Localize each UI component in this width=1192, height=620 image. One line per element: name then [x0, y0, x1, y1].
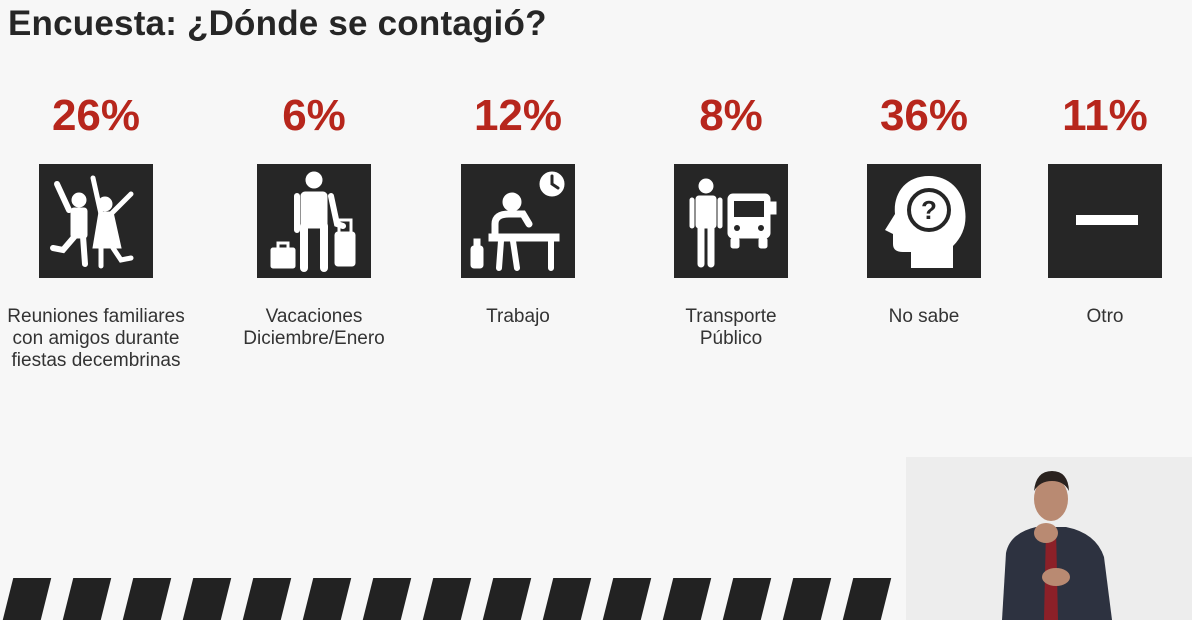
item-label: Otro [1086, 306, 1124, 327]
survey-item-no-sabe: 36% ? No sabe [814, 90, 1034, 328]
survey-item-reuniones: 26% Reuniones familiares con amigos dura… [0, 90, 206, 372]
head-question-icon: ? [867, 164, 981, 278]
percentage-value: 36% [879, 91, 969, 140]
item-label: Reuniones familiares con amigos durante … [7, 306, 185, 371]
item-label: Transporte Público [685, 306, 777, 349]
percentage-value: 12% [473, 91, 563, 140]
percentage-value: 8% [699, 91, 763, 140]
interpreter-video-inset [906, 457, 1192, 620]
survey-item-vacaciones: 6% Vacaciones Diciembre/Enero [204, 90, 424, 350]
survey-item-otro: 11% Otro [995, 90, 1192, 328]
item-label: No sabe [888, 306, 960, 327]
item-label: Trabajo [486, 306, 550, 327]
survey-item-transporte: 8% Transporte Público [621, 90, 841, 350]
person-bus-icon [674, 164, 788, 278]
party-people-icon [39, 164, 153, 278]
interpreter-figure-icon [906, 457, 1192, 620]
survey-item-trabajo: 12% Trabajo [408, 90, 628, 328]
desk-worker-clock-icon [461, 164, 575, 278]
percentage-value: 11% [1062, 91, 1148, 140]
percentage-value: 26% [51, 91, 141, 140]
item-label: Vacaciones Diciembre/Enero [243, 306, 385, 349]
traveler-luggage-icon [257, 164, 371, 278]
decorative-stripe-band [0, 578, 910, 620]
svg-text:?: ? [921, 195, 937, 225]
percentage-value: 6% [282, 91, 346, 140]
dash-icon [1048, 164, 1162, 278]
page-title: Encuesta: ¿Dónde se contagió? [8, 4, 547, 43]
